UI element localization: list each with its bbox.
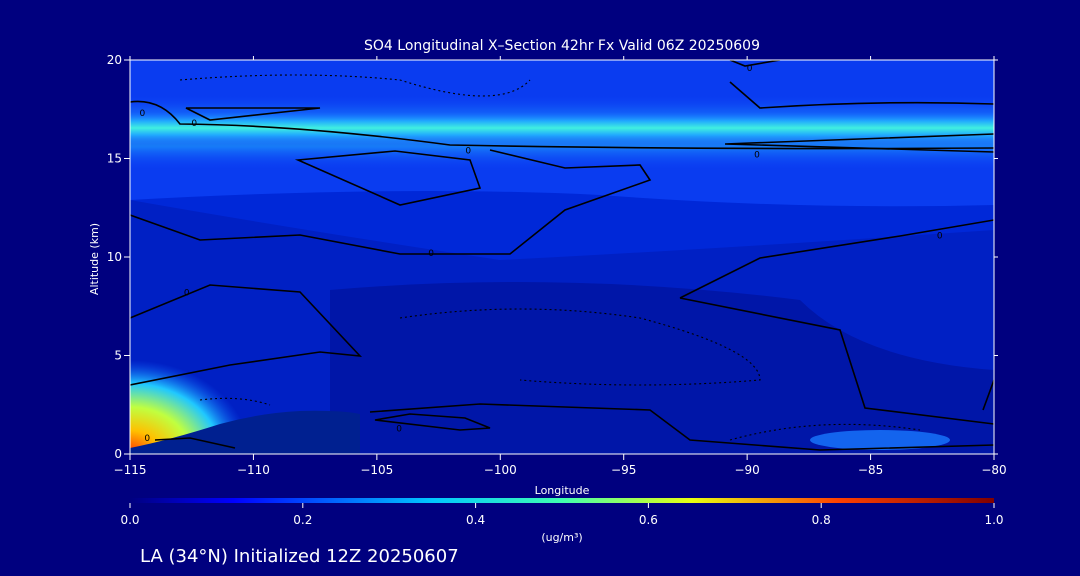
y-axis-label: Altitude (km) — [88, 223, 101, 295]
x-tick-label: −85 — [858, 463, 883, 477]
contour-label: 0 — [144, 434, 150, 444]
x-axis-label: Longitude — [535, 484, 590, 497]
colorbar-tick-label: 0.4 — [466, 513, 485, 527]
x-axis: −115 −110 −105 −100 −95 −90 −85 −80 — [114, 56, 1007, 477]
contour-label: 0 — [465, 147, 471, 157]
contour-line — [185, 107, 321, 121]
caption: LA (34°N) Initialized 12Z 20250607 — [140, 546, 459, 567]
concentration-field — [130, 60, 994, 454]
dotted-contour-line — [179, 74, 531, 97]
contour-labels: 0 0 0 0 0 0 0 0 0 0 — [139, 64, 942, 444]
colorbar-tick-label: 0.8 — [812, 513, 831, 527]
colorbar-tick-label: 0.2 — [293, 513, 312, 527]
dotted-contour-line — [399, 308, 761, 386]
low-concentration-region — [330, 282, 994, 454]
contour-line — [130, 149, 652, 255]
colorbar-tick-label: 1.0 — [984, 513, 1003, 527]
contour-label: 0 — [191, 119, 197, 129]
contour-label: 0 — [139, 109, 145, 119]
chart-title: SO4 Longitudinal X–Section 42hr Fx Valid… — [364, 38, 760, 54]
y-tick-label: 5 — [114, 349, 122, 363]
dotted-contours — [179, 74, 921, 441]
contour-line — [729, 60, 994, 109]
x-tick-label: −100 — [484, 463, 517, 477]
colorbar-tick-label: 0.0 — [120, 513, 139, 527]
colorbar-ticks: 0.0 0.2 0.4 0.6 0.8 1.0 — [120, 503, 1004, 527]
contour-line — [982, 379, 994, 411]
y-tick-label: 0 — [114, 447, 122, 461]
x-tick-label: −105 — [360, 463, 393, 477]
contour-line — [679, 219, 994, 299]
contour-label: 0 — [428, 249, 434, 259]
contour-line — [374, 413, 491, 431]
contour-label: 0 — [937, 231, 943, 241]
contour-label: 0 — [754, 151, 760, 161]
x-tick-label: −90 — [734, 463, 759, 477]
contour-label: 0 — [747, 64, 753, 74]
contour-line — [679, 297, 994, 425]
y-tick-label: 20 — [107, 53, 122, 67]
y-tick-label: 10 — [107, 250, 122, 264]
contour-label: 0 — [396, 424, 402, 434]
x-tick-label: −80 — [981, 463, 1006, 477]
y-tick-label: 15 — [107, 152, 122, 166]
upper-band-core — [130, 110, 994, 146]
x-tick-label: −110 — [237, 463, 270, 477]
plot-area: 0 0 0 0 0 0 0 0 0 0 — [129, 59, 995, 455]
colorbar-unit-label: (ug/m³) — [541, 531, 582, 544]
y-axis: 0 5 10 15 20 — [107, 53, 998, 461]
contour-line — [130, 284, 363, 386]
contours — [130, 60, 994, 451]
east-surface-patch — [810, 430, 950, 450]
colorbar — [130, 498, 994, 503]
x-tick-label: −95 — [611, 463, 636, 477]
contour-label: 0 — [184, 288, 190, 298]
contour-line — [130, 100, 994, 150]
colorbar-tick-label: 0.6 — [639, 513, 658, 527]
contour-line — [724, 133, 994, 153]
x-tick-label: −115 — [114, 463, 147, 477]
contour-line — [294, 150, 482, 206]
contour-line — [154, 437, 236, 449]
terrain — [130, 410, 360, 454]
contour-line — [369, 403, 994, 451]
